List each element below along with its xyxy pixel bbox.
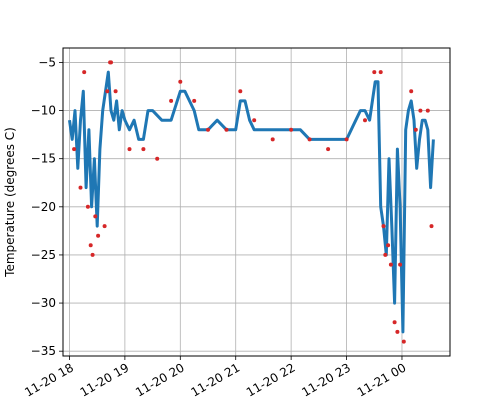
y-tick-label-3: −20 <box>31 200 56 214</box>
series-1-point-24 <box>289 127 294 132</box>
series-1-point-32 <box>383 252 388 257</box>
y-tick-label-0: −35 <box>31 344 56 358</box>
series-1-point-31 <box>381 224 386 229</box>
x-tick-label-4: 11-20 22 <box>244 360 298 399</box>
series-1-point-39 <box>409 89 414 94</box>
series-1-point-6 <box>93 214 98 219</box>
series-1-point-21 <box>238 89 243 94</box>
series-1-point-37 <box>398 262 403 267</box>
series-1-point-14 <box>141 147 146 152</box>
series-1-point-15 <box>155 156 160 161</box>
series-1-point-8 <box>102 224 107 229</box>
series-1-point-29 <box>372 70 377 75</box>
series-1-point-42 <box>425 108 430 113</box>
series-1-point-12 <box>113 89 118 94</box>
series-1-point-35 <box>392 320 397 325</box>
series-1-point-7 <box>96 233 101 238</box>
series-1-point-20 <box>224 127 229 132</box>
series-1-point-43 <box>429 224 434 229</box>
series-1-point-30 <box>378 70 383 75</box>
series-1-point-33 <box>386 243 391 248</box>
x-tick-label-1: 11-20 19 <box>78 360 132 399</box>
series-1-point-36 <box>395 329 400 334</box>
series-1-point-2 <box>82 70 87 75</box>
y-axis-label: Temperature (degrees C) <box>3 127 17 278</box>
series-1-point-19 <box>206 127 210 132</box>
series-1-point-17 <box>178 79 183 84</box>
series-1-point-28 <box>363 118 367 123</box>
y-tick-label-5: −10 <box>31 104 56 118</box>
series-1-point-38 <box>401 339 406 344</box>
x-tick-label-6: 11-21 00 <box>355 360 409 399</box>
series-0-line <box>68 70 435 334</box>
series-1-point-41 <box>418 108 423 113</box>
series-layer <box>68 60 435 344</box>
series-1-point-9 <box>105 89 110 94</box>
series-1-point-27 <box>344 137 349 142</box>
series-1-point-25 <box>307 137 312 142</box>
series-1-point-23 <box>270 137 275 142</box>
x-tick-label-5: 11-20 23 <box>299 360 353 399</box>
y-tick-label-2: −25 <box>31 248 56 262</box>
plot-frame <box>62 47 451 357</box>
y-tick-label-1: −30 <box>31 296 56 310</box>
series-1-point-34 <box>388 262 393 267</box>
x-tick-label-3: 11-20 21 <box>188 360 242 399</box>
series-1-point-18 <box>192 98 197 103</box>
series-1-point-5 <box>90 252 95 257</box>
series-1-point-22 <box>252 118 257 123</box>
series-1-point-1 <box>78 185 83 190</box>
series-1-point-3 <box>85 204 90 209</box>
axis-ticks: 11-20 18 11-20 19 11-20 20 11-20 21 11-20 22… <box>22 55 408 399</box>
x-tick-label-0: 11-20 18 <box>22 360 76 399</box>
series-1-point-40 <box>413 127 418 132</box>
series-1-point-4 <box>88 243 93 248</box>
x-tick-label-2: 11-20 20 <box>133 360 187 399</box>
y-tick-label-4: −15 <box>31 152 56 166</box>
series-1-point-0 <box>72 147 77 152</box>
series-1-point-11 <box>109 60 113 65</box>
grid <box>63 48 450 356</box>
series-1-point-13 <box>127 147 132 152</box>
y-tick-label-6: −5 <box>38 55 56 69</box>
series-1-point-26 <box>326 147 331 152</box>
series-1-point-16 <box>169 98 174 103</box>
